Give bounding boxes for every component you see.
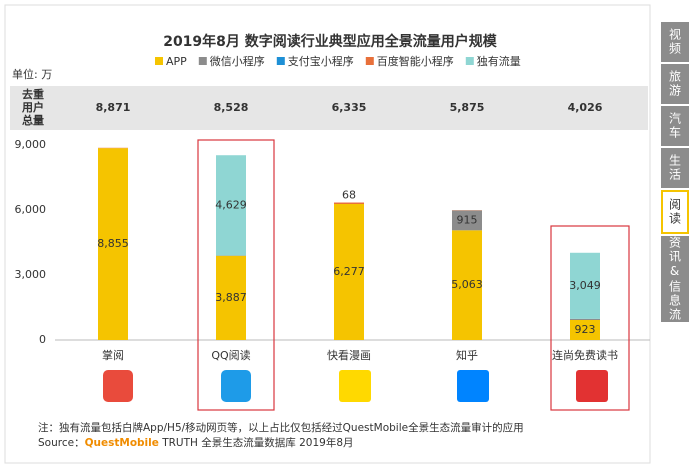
nav-tab[interactable]: 旅游 [661,64,689,104]
legend-swatch [365,57,374,65]
legend-swatch [155,57,163,65]
legend-swatch [276,57,285,65]
nav-tab[interactable]: 汽车 [661,106,689,146]
nav-tab[interactable]: 资讯&信息流 [661,236,689,322]
total-label: 4,026 [568,101,603,114]
legend-swatch [198,57,207,65]
legend-label: 微信小程序 [210,54,265,68]
source-label: Source： [38,437,85,449]
bar-segment [216,155,246,256]
totals-row [10,86,648,130]
bar-segment [570,318,600,321]
bar-segment [216,255,246,340]
chart-title: 2019年8月 数字阅读行业典型应用全景流量用户规模 [163,33,498,50]
icon [576,370,608,402]
legend-label: APP [166,55,187,68]
bar-segment [570,320,600,340]
y-tick-label: 9,000 [15,138,47,151]
bar-segment [570,252,600,319]
x-tick-label: 掌阅 [102,348,124,362]
x-tick-label: 快看漫画 [327,348,371,362]
icon [221,370,251,402]
x-tick-label: QQ阅读 [211,348,250,362]
source: Source：QuestMobile TRUTH 全景生态流量数据库 2019年… [38,436,354,449]
highlight-box [197,139,275,411]
bar-segment [452,230,482,340]
chart: 2019年8月 数字阅读行业典型应用全景流量用户规模 单位: 万 去重 用户 总… [4,4,651,464]
totals-label: 用户 [22,100,44,114]
note: 注：独有流量包括白牌App/H5/移动网页等，以上占比仅包括经过QuestMob… [38,421,524,434]
legend-label: 支付宝小程序 [288,54,354,68]
legend-label: 百度智能小程序 [377,54,454,68]
data-label: 923 [575,323,596,336]
legend-swatch [465,57,474,65]
bar-segment [98,148,128,340]
totals-label: 总量 [22,113,44,127]
y-tick-label: 6,000 [15,203,47,216]
bar-segment [334,203,364,340]
icon [339,370,371,402]
unit-label: 单位: 万 [12,67,52,81]
legend-label: 独有流量 [477,54,521,68]
data-label: 3,049 [569,279,601,292]
totals-label: 去重 [22,87,44,101]
bar-segment [334,202,364,204]
source-rest: TRUTH 全景生态流量数据库 2019年8月 [159,436,354,449]
y-tick-label: 3,000 [15,268,47,281]
data-label: 915 [457,213,478,226]
nav-tab[interactable]: 生活 [661,148,689,188]
source-brand: QuestMobile [85,437,159,449]
highlight-box [550,225,630,411]
nav-tab[interactable]: 视频 [661,22,689,62]
total-label: 5,875 [450,101,485,114]
icon [457,370,489,402]
x-tick-label: 知乎 [456,348,478,362]
total-label: 8,528 [214,101,249,114]
total-label: 6,335 [332,101,367,114]
total-label: 8,871 [96,101,131,114]
data-label: 8,855 [97,237,129,250]
data-label: 68 [342,189,356,202]
y-tick-label: 0 [39,333,46,346]
app-icons [103,370,608,402]
x-tick-label: 连尚免费读书 [552,348,618,362]
nav-tab[interactable]: 阅读 [661,190,689,234]
frame [4,4,651,464]
data-label: 6,277 [333,265,365,278]
bar-segment [452,210,482,231]
data-label: 3,887 [215,291,247,304]
icon [103,370,133,402]
data-label: 4,629 [215,198,247,211]
data-label: 5,063 [451,278,483,291]
